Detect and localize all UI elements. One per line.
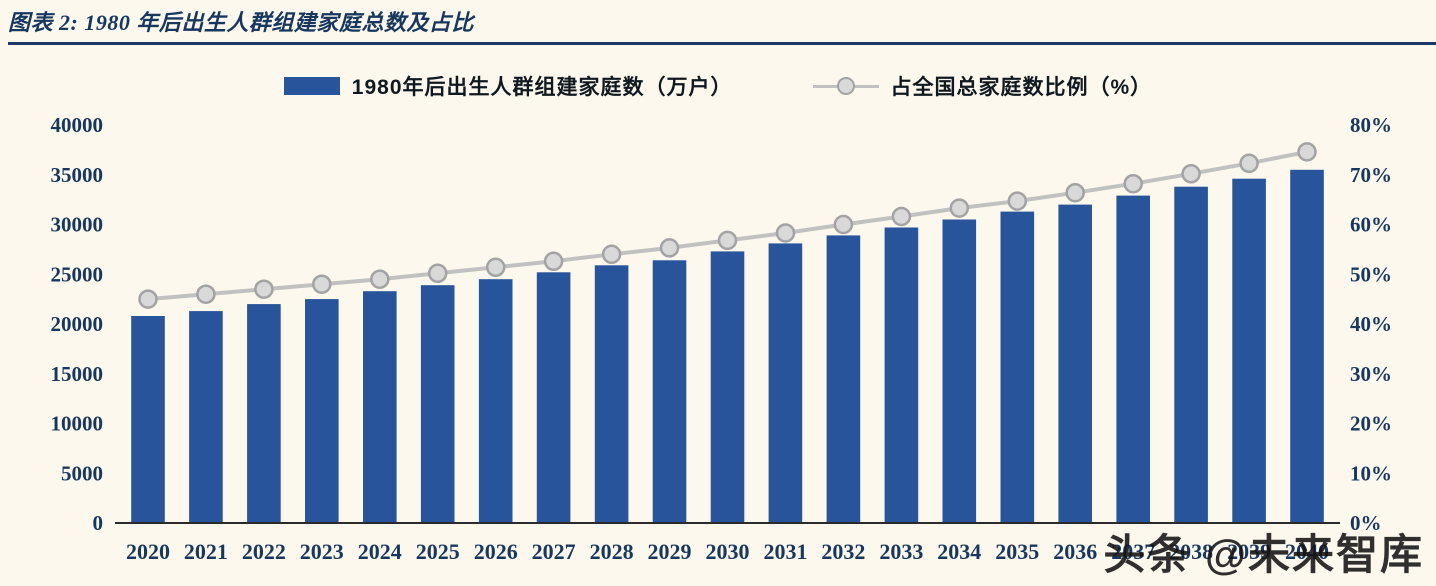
bar-2030: [710, 251, 745, 523]
x-axis-tick-label: 2020: [126, 539, 170, 564]
ratio-marker-2027: [543, 251, 564, 272]
ratio-marker-2025: [427, 263, 448, 284]
ratio-marker-2032: [833, 214, 854, 235]
x-axis-tick-label: 2039: [1227, 539, 1271, 564]
right-axis-tick-label: 70%: [1350, 163, 1392, 187]
bar-2021: [189, 311, 223, 523]
chart-canvas: 0 5000 10000 15000 20000 25000 30000 35000 40000…: [51, 113, 1393, 564]
line-series-swatch: [812, 75, 879, 97]
title-underline: [8, 42, 1436, 45]
bar-series-label: 1980年后出生人群组建家庭数（万户）: [351, 76, 733, 99]
x-axis-tick-label: 2034: [937, 539, 981, 564]
x-axis-tick-label: 2032: [821, 539, 865, 564]
x-axis-tick-label: 2028: [590, 539, 634, 564]
x-axis-tick-label: 2025: [416, 539, 460, 564]
bar-2035: [1000, 211, 1035, 523]
ratio-marker-2036: [1065, 182, 1085, 203]
x-axis-tick-label: 2038: [1169, 539, 1213, 564]
chart-legend: 1980年后出生人群组建家庭数（万户） 占全国总家庭数比例（%）: [0, 71, 1436, 101]
ratio-marker-2026: [485, 257, 506, 278]
ratio-marker-2021: [196, 284, 216, 304]
ratio-marker-2039: [1239, 153, 1259, 174]
left-axis-tick-label: 20000: [51, 312, 104, 336]
ratio-marker-2020: [138, 289, 158, 309]
left-axis-tick-label: 5000: [61, 461, 103, 485]
legend-item-bar-series: 1980年后出生人群组建家庭数（万户）: [283, 71, 733, 101]
figure-header: 图表 2: 1980 年后出生人群组建家庭总数及占比: [0, 0, 1436, 45]
left-axis-tick-label: 0: [93, 511, 104, 535]
bar-2037: [1116, 195, 1150, 523]
left-axis-tick-label: 15000: [51, 362, 104, 386]
x-axis-tick-label: 2022: [242, 539, 286, 564]
x-axis-tick-label: 2030: [706, 539, 750, 564]
ratio-marker-2022: [254, 279, 274, 299]
bar-2038: [1174, 186, 1208, 523]
bar-2023: [305, 299, 339, 523]
ratio-marker-2024: [370, 269, 390, 289]
bar-2020: [131, 316, 165, 523]
bar-2031: [768, 243, 803, 523]
bar-2039: [1232, 178, 1266, 523]
x-axis-tick-label: 2031: [764, 539, 808, 564]
bar-2032: [826, 235, 861, 523]
bar-2040: [1290, 169, 1324, 524]
bar-2025: [420, 285, 455, 523]
x-axis-tick-label: 2029: [648, 539, 692, 564]
left-axis-tick-label: 10000: [51, 412, 104, 436]
ratio-marker-2035: [1007, 191, 1028, 211]
combo-chart: 0 5000 10000 15000 20000 25000 30000 35000 40000…: [0, 107, 1436, 584]
x-axis-tick-label: 2040: [1285, 539, 1329, 564]
right-axis-tick-label: 60%: [1350, 213, 1392, 237]
x-axis-tick-label: 2026: [474, 539, 518, 564]
bar-2022: [247, 304, 281, 523]
bar-2029: [652, 260, 687, 523]
ratio-marker-2040: [1297, 142, 1317, 162]
ratio-marker-2030: [717, 230, 738, 251]
left-axis-tick-label: 35000: [51, 163, 104, 187]
watermark: 头条 @未来智库: [1103, 531, 1424, 578]
ratio-marker-2031: [775, 223, 796, 243]
right-axis-tick-label: 20%: [1350, 412, 1392, 436]
ratio-marker-2033: [891, 206, 912, 227]
right-axis-tick-label: 30%: [1350, 362, 1392, 386]
legend-item-line-series: 占全国总家庭数比例（%）: [812, 71, 1153, 101]
ratio-marker-2028: [601, 244, 622, 265]
ratio-marker-2029: [659, 238, 680, 258]
x-axis-tick-label: 2033: [879, 539, 923, 564]
circle-marker-icon: [836, 77, 855, 95]
x-axis-tick-label: 2036: [1053, 539, 1097, 564]
x-axis-tick-label: 2035: [995, 539, 1039, 564]
x-axis-tick-label: 2021: [184, 539, 228, 564]
bar-2026: [478, 279, 513, 523]
ratio-marker-2023: [312, 274, 332, 294]
right-axis-tick-label: 40%: [1350, 312, 1392, 336]
bar-2034: [942, 219, 977, 523]
line-series-label: 占全国总家庭数比例（%）: [890, 76, 1153, 99]
bar-series-swatch: [283, 77, 340, 95]
x-axis-tick-label: 2037: [1111, 539, 1155, 564]
bar-2024: [363, 291, 397, 523]
left-axis-tick-label: 30000: [51, 213, 104, 237]
bar-2033: [884, 227, 919, 523]
bar-2028: [594, 265, 629, 523]
right-axis-tick-label: 50%: [1350, 262, 1392, 286]
x-axis-tick-label: 2024: [358, 539, 402, 564]
bar-2027: [536, 272, 571, 523]
right-axis-tick-label: 0%: [1350, 511, 1382, 535]
left-axis-tick-label: 40000: [51, 113, 104, 137]
left-axis-tick-label: 25000: [51, 262, 104, 286]
ratio-marker-2034: [949, 198, 970, 218]
right-axis-tick-label: 80%: [1350, 113, 1392, 137]
bar-2036: [1058, 204, 1092, 523]
x-axis-tick-label: 2023: [300, 539, 344, 564]
right-axis-tick-label: 10%: [1350, 461, 1392, 485]
x-axis-tick-label: 2027: [532, 539, 576, 564]
ratio-marker-2037: [1123, 173, 1143, 194]
figure-title: 图表 2: 1980 年后出生人群组建家庭总数及占比: [8, 10, 474, 35]
ratio-marker-2038: [1181, 164, 1201, 184]
